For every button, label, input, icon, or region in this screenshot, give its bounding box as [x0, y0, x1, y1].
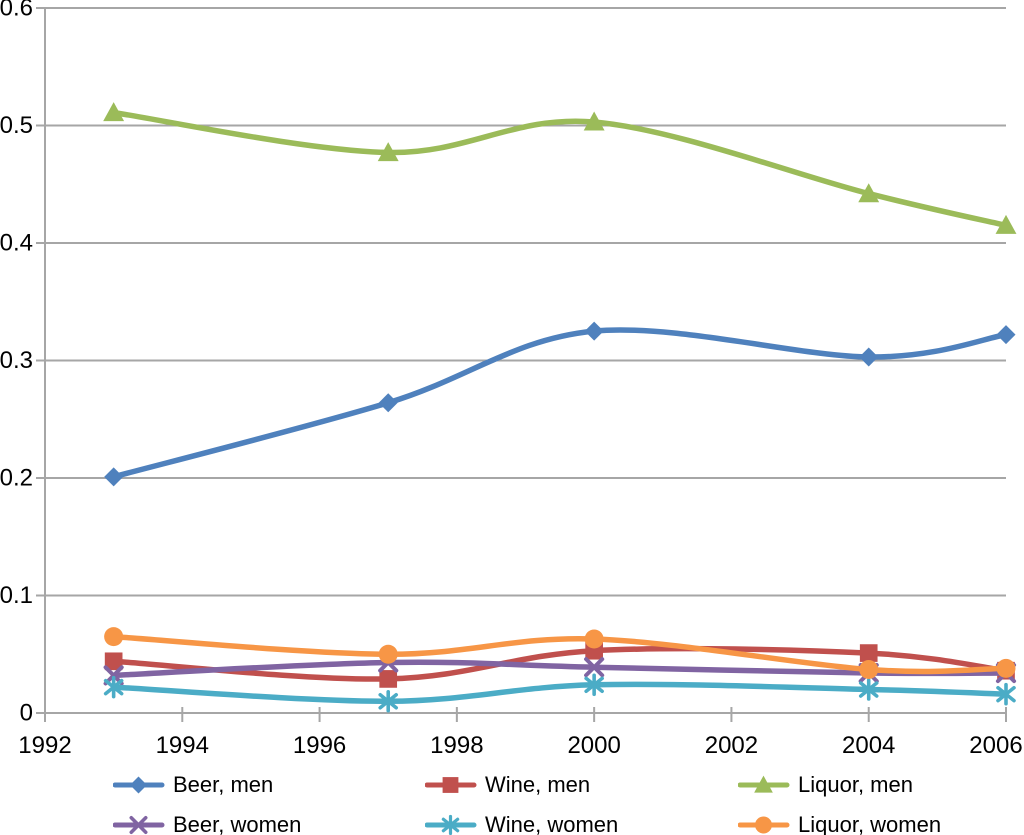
y-tick-label-0.3: 0.3 [0, 347, 33, 374]
legend-item-wine-men: Wine, men [425, 765, 738, 805]
y-tick-label-0.1: 0.1 [0, 582, 33, 609]
x-tick-label-2000: 2000 [567, 732, 620, 759]
series-marker-wine-women-2000 [584, 673, 604, 697]
series-marker-liquor-men-2004 [858, 183, 880, 203]
x-glyph [129, 815, 148, 835]
y-tick-label-0.5: 0.5 [0, 112, 33, 139]
series-marker-liquor-women-2004 [859, 660, 879, 680]
x-tick-label-1998: 1998 [430, 732, 483, 759]
series-marker-wine-men-2004 [859, 644, 878, 662]
diamond-glyph [130, 776, 147, 794]
legend-item-beer-men: Beer, men [113, 765, 425, 805]
series-marker-beer-men-2004 [859, 347, 879, 367]
series-marker-liquor-men-2000 [583, 111, 605, 131]
y-tick-label-0.2: 0.2 [0, 465, 33, 492]
diamond-marker-icon [113, 776, 165, 794]
legend-label-beer-women: Beer, women [173, 812, 302, 835]
legend-item-beer-women: Beer, women [113, 805, 425, 835]
series-marker-wine-men-1993 [104, 652, 123, 671]
series-marker-beer-men-2006 [996, 325, 1016, 345]
series-marker-beer-men-1993 [104, 467, 124, 487]
y-tick-label-0.4: 0.4 [0, 230, 33, 257]
series-marker-liquor-women-1993 [104, 627, 124, 647]
x-tick-label-2004: 2004 [842, 732, 895, 759]
x-tick-label-2006: 2006 [969, 732, 1022, 759]
series-marker-wine-men-1997 [379, 670, 398, 688]
x-tick-label-1994: 1994 [156, 732, 209, 759]
x-tick-label-2002: 2002 [705, 732, 758, 759]
series-marker-liquor-women-2000 [584, 629, 604, 649]
legend-item-liquor-women: Liquor, women [738, 805, 941, 835]
x-tick-label-1992: 1992 [18, 732, 71, 759]
asterisk-marker-icon [425, 814, 477, 835]
series-marker-liquor-men-1993 [103, 102, 125, 122]
series-marker-beer-men-1997 [378, 393, 398, 413]
legend-label-liquor-men: Liquor, men [798, 772, 913, 797]
series-marker-liquor-women-1997 [378, 644, 398, 664]
series-marker-beer-men-2000 [584, 321, 604, 341]
chart-legend: Beer, men Wine, men Liquor, men Beer, wo… [113, 765, 941, 835]
asterisk-glyph [441, 814, 460, 835]
square-glyph [442, 777, 459, 793]
series-marker-liquor-men-2006 [995, 214, 1017, 234]
square-marker-icon [425, 777, 477, 793]
triangle-marker-icon [738, 775, 790, 793]
legend-label-liquor-women: Liquor, women [798, 812, 942, 835]
series-marker-wine-women-1997 [378, 689, 398, 713]
series-marker-liquor-women-2006 [996, 658, 1016, 678]
x-tick-label-1996: 1996 [293, 732, 346, 759]
circle-glyph [755, 816, 772, 834]
legend-label-beer-men: Beer, men [173, 772, 274, 797]
legend-item-wine-women: Wine, women [425, 805, 738, 835]
series-line-wine-women [110, 681, 1009, 705]
y-tick-label-0: 0 [20, 700, 33, 727]
series-marker-wine-women-1993 [103, 675, 124, 699]
legend-label-wine-women: Wine, women [485, 812, 619, 835]
x-marker-icon [113, 815, 165, 835]
series-line-liquor-men [110, 109, 1009, 229]
circle-marker-icon [738, 816, 790, 834]
triangle-glyph [754, 775, 773, 793]
series-marker-wine-women-2006 [996, 682, 1016, 706]
y-tick-label-0.6: 0.6 [0, 0, 33, 22]
legend-label-wine-men: Wine, men [485, 772, 591, 797]
series-marker-beer-women-2000 [584, 657, 605, 678]
series-marker-wine-women-2004 [858, 678, 879, 701]
series-marker-liquor-men-1997 [377, 142, 399, 162]
line-chart-plot: 0 0.1 0.2 0.3 0.4 0.5 0.6 1992 1994 1996 1998 2000 2… [0, 0, 1023, 759]
legend-item-liquor-men: Liquor, men [738, 765, 941, 805]
